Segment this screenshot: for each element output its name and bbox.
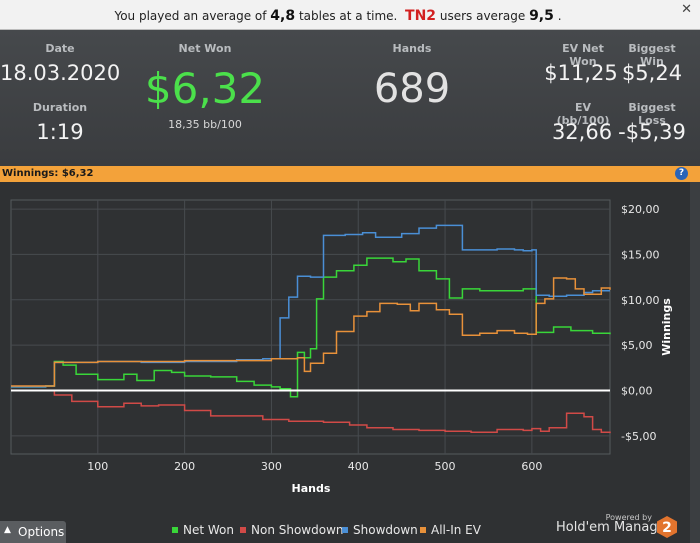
winnings-header: Winnings: $6,32 ? [0, 166, 700, 182]
y-tick-label: $15,00 [621, 248, 660, 261]
notice-site: TN2 [405, 8, 437, 24]
brand-name: Hold'em Manager [556, 520, 671, 535]
right-scroll-edge [690, 182, 700, 543]
close-icon[interactable]: ✕ [681, 2, 692, 17]
duration-label: Duration [32, 101, 88, 114]
legend-swatch-all-in-ev [420, 527, 426, 533]
ev-net-won-label: EV Net Won [562, 42, 604, 68]
ev-bb100-value: 32,66 [551, 120, 613, 144]
notice-users-avg: 9,5 [529, 8, 554, 24]
plot-area-frame [10, 199, 611, 455]
x-tick-label: 400 [348, 460, 369, 473]
session-stats-panel: Date 18.03.2020 Duration 1:19 Net Won $6… [0, 30, 700, 166]
hm2-logo-icon: 2 [657, 516, 677, 538]
notice-suffix: . [557, 9, 562, 23]
x-tick-label: 300 [261, 460, 282, 473]
net-won-label: Net Won [178, 42, 232, 55]
legend-label-net-won: Net Won [183, 523, 234, 537]
legend-swatch-non-showdown [240, 527, 246, 533]
series-lines [11, 224, 611, 434]
hands-value: 689 [373, 66, 451, 112]
duration-value: 1:19 [36, 120, 84, 144]
hm2-logo-text: 2 [662, 520, 672, 536]
grid [11, 200, 610, 454]
net-won-value: $6,32 [144, 64, 266, 113]
y-tick-label: $10,00 [621, 294, 660, 307]
hands-label: Hands [392, 42, 432, 55]
x-tick-label: 500 [435, 460, 456, 473]
biggest-loss-value: -$5,39 [618, 120, 686, 144]
series-all-in-ev-line [11, 277, 611, 387]
table-average-notice: You played an average of 4,8 tables at a… [0, 0, 700, 30]
legend-label-non-showdown: Non Showdown [251, 523, 344, 537]
notice-users-text: users average [439, 9, 526, 23]
notice-avg-tables: 4,8 [270, 8, 296, 24]
biggest-loss-label: Biggest Loss [628, 101, 676, 127]
date-label: Date [45, 42, 75, 55]
y-tick-label: $20,00 [621, 203, 660, 216]
series-net-won-line [11, 257, 611, 398]
x-tick-label: 600 [521, 460, 542, 473]
ev-net-won-value: $11,25 [544, 61, 618, 85]
x-tick-label: 200 [174, 460, 195, 473]
powered-by-label: Powered by [605, 513, 652, 522]
legend-label-showdown: Showdown [353, 523, 418, 537]
y-tick-label: $0,00 [621, 385, 653, 398]
chevron-up-icon: ▲ [4, 525, 11, 535]
y-tick-label: $5,00 [621, 339, 653, 352]
ev-bb100-label: EV (bb/100) [556, 101, 610, 127]
options-button[interactable]: ▲ Options [0, 521, 66, 543]
notice-prefix: You played an average of [114, 9, 267, 23]
winnings-value: $6,32 [61, 168, 94, 179]
winnings-chart: 100 200 300 400 500 600 $20,00 $15,00 $10,00 $5,0… [0, 182, 690, 543]
y-axis-title: Winnings [660, 298, 673, 356]
legend: Net Won Non Showdown Showdown All-In EV [172, 523, 482, 537]
winnings-label: Winnings: [2, 168, 59, 179]
tick-labels: 100 200 300 400 500 600 $20,00 $15,00 $10,00 $5,0… [87, 203, 659, 473]
biggest-win-label: Biggest Win [628, 42, 676, 68]
date-value: 18.03.2020 [0, 61, 121, 85]
legend-label-all-in-ev: All-In EV [431, 523, 482, 537]
net-won-bb100: 18,35 bb/100 [168, 118, 242, 131]
x-axis-title: Hands [292, 482, 331, 495]
legend-swatch-net-won [172, 527, 178, 533]
x-tick-label: 100 [87, 460, 108, 473]
winnings-title: Winnings: $6,32 [2, 168, 93, 179]
y-tick-label: -$5,00 [621, 430, 656, 443]
legend-swatch-showdown [342, 527, 348, 533]
notice-mid: tables at a time. [298, 9, 398, 23]
chart-background [0, 182, 690, 543]
biggest-win-value: $5,24 [621, 61, 683, 85]
options-label: Options [18, 525, 65, 539]
help-icon[interactable]: ? [675, 167, 688, 180]
series-non-showdown-line [11, 389, 611, 434]
notice-text: You played an average of 4,8 tables at a… [0, 8, 676, 24]
